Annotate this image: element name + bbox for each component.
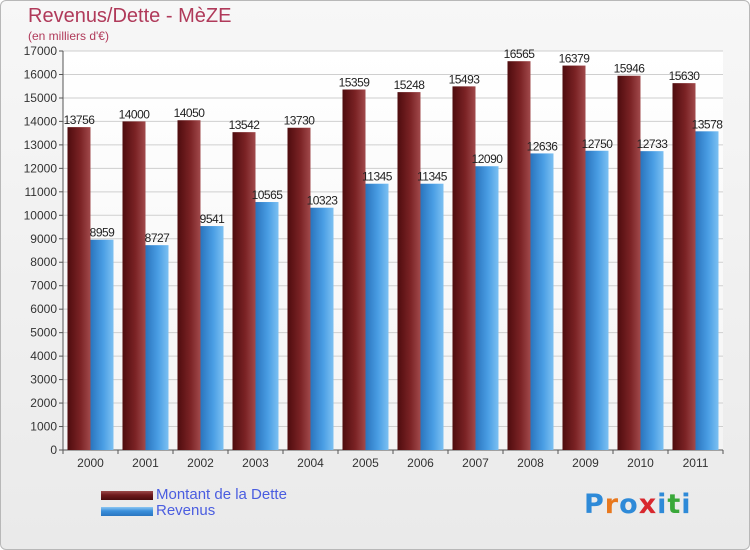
data-label-revenus: 8727 [145, 231, 171, 245]
data-label-dette: 13756 [64, 113, 96, 127]
y-tick-label: 0 [50, 443, 57, 457]
legend-swatch-revenus [101, 507, 153, 516]
bar-revenus [585, 150, 609, 450]
y-tick-label: 17000 [24, 44, 58, 58]
bar-dette [342, 89, 366, 451]
chart-subtitle: (en milliers d'€) [28, 29, 109, 43]
logo-letter: P [584, 489, 605, 520]
data-label-dette: 15248 [394, 78, 426, 92]
bar-revenus [475, 166, 499, 450]
bar-revenus [695, 131, 719, 451]
bar-revenus [640, 151, 664, 451]
data-label-dette: 16379 [559, 52, 591, 66]
bar-dette [507, 61, 531, 450]
plot-area [63, 51, 723, 450]
bar-dette [562, 65, 586, 451]
y-tick-label: 7000 [30, 279, 57, 293]
data-label-revenus: 12636 [527, 139, 559, 153]
bar-revenus [310, 207, 334, 450]
bar-dette [287, 127, 311, 450]
x-tick-label: 2005 [352, 456, 379, 470]
x-tick-label: 2006 [407, 456, 434, 470]
bar-revenus [365, 183, 389, 450]
data-label-revenus: 11345 [417, 170, 448, 184]
x-tick-label: 2007 [462, 456, 489, 470]
bar-revenus [255, 202, 279, 450]
data-label-revenus: 10565 [252, 188, 284, 202]
legend-swatch-dette [101, 491, 153, 500]
bar-dette [177, 120, 201, 451]
chart-title: Revenus/Dette - MèZE [28, 5, 232, 27]
legend-label-revenus: Revenus [156, 502, 216, 519]
data-label-revenus: 12090 [472, 152, 504, 166]
y-tick-label: 1000 [30, 420, 57, 434]
data-label-revenus: 11345 [362, 170, 393, 184]
bar-dette [67, 127, 91, 451]
data-label-revenus: 12750 [582, 137, 614, 151]
x-tick-label: 2000 [77, 456, 104, 470]
bar-revenus [200, 226, 224, 450]
bar-dette [232, 132, 256, 450]
y-tick-label: 16000 [24, 67, 58, 81]
y-tick-label: 2000 [30, 396, 57, 410]
x-tick-label: 2009 [572, 456, 599, 470]
y-tick-label: 10000 [24, 208, 58, 222]
data-label-revenus: 13578 [692, 117, 724, 131]
data-label-dette: 15493 [449, 72, 481, 86]
bar-revenus [145, 245, 169, 450]
y-tick-label: 14000 [24, 114, 58, 128]
bar-dette [122, 121, 146, 450]
x-tick-label: 2010 [627, 456, 654, 470]
y-tick-label: 6000 [30, 302, 57, 316]
y-tick-label: 3000 [30, 373, 57, 387]
data-label-dette: 15630 [669, 69, 701, 83]
proxiti-logo: Proxiti [584, 489, 692, 520]
x-tick-label: 2001 [132, 456, 159, 470]
logo-letter: o [619, 489, 639, 520]
x-tick-label: 2008 [517, 456, 544, 470]
data-label-dette: 14050 [174, 106, 206, 120]
data-label-revenus: 9541 [200, 212, 226, 226]
data-label-dette: 16565 [504, 47, 536, 61]
y-tick-label: 4000 [30, 349, 57, 363]
y-tick-label: 9000 [30, 232, 57, 246]
logo-letter: x [638, 489, 658, 520]
logo-letter: t [667, 489, 682, 520]
data-label-dette: 13730 [284, 114, 316, 128]
x-tick-label: 2004 [297, 456, 324, 470]
data-label-dette: 13542 [229, 118, 261, 132]
bar-revenus [530, 153, 554, 450]
x-tick-label: 2011 [683, 456, 709, 470]
y-tick-label: 8000 [30, 255, 57, 269]
y-tick-label: 11000 [25, 185, 58, 199]
legend-label-dette: Montant de la Dette [156, 486, 287, 503]
bar-dette [617, 75, 641, 450]
data-label-dette: 15359 [339, 76, 371, 90]
data-label-dette: 14000 [119, 107, 151, 121]
data-label-dette: 15946 [614, 62, 646, 76]
data-label-revenus: 8959 [90, 226, 116, 240]
logo-letter: i [681, 489, 692, 520]
data-label-revenus: 12733 [637, 137, 669, 151]
bar-dette [397, 92, 421, 450]
y-tick-label: 13000 [24, 138, 58, 152]
y-tick-label: 15000 [24, 91, 58, 105]
bar-revenus [420, 183, 444, 450]
x-tick-label: 2003 [242, 456, 269, 470]
bar-revenus [90, 239, 114, 450]
bar-dette [672, 83, 696, 450]
y-tick-label: 5000 [30, 326, 57, 340]
bar-dette [452, 86, 476, 450]
x-tick-label: 2002 [187, 456, 214, 470]
logo-letter: r [604, 489, 620, 520]
y-tick-label: 12000 [24, 161, 58, 175]
data-label-revenus: 10323 [307, 194, 339, 208]
logo-letter: i [657, 489, 668, 520]
